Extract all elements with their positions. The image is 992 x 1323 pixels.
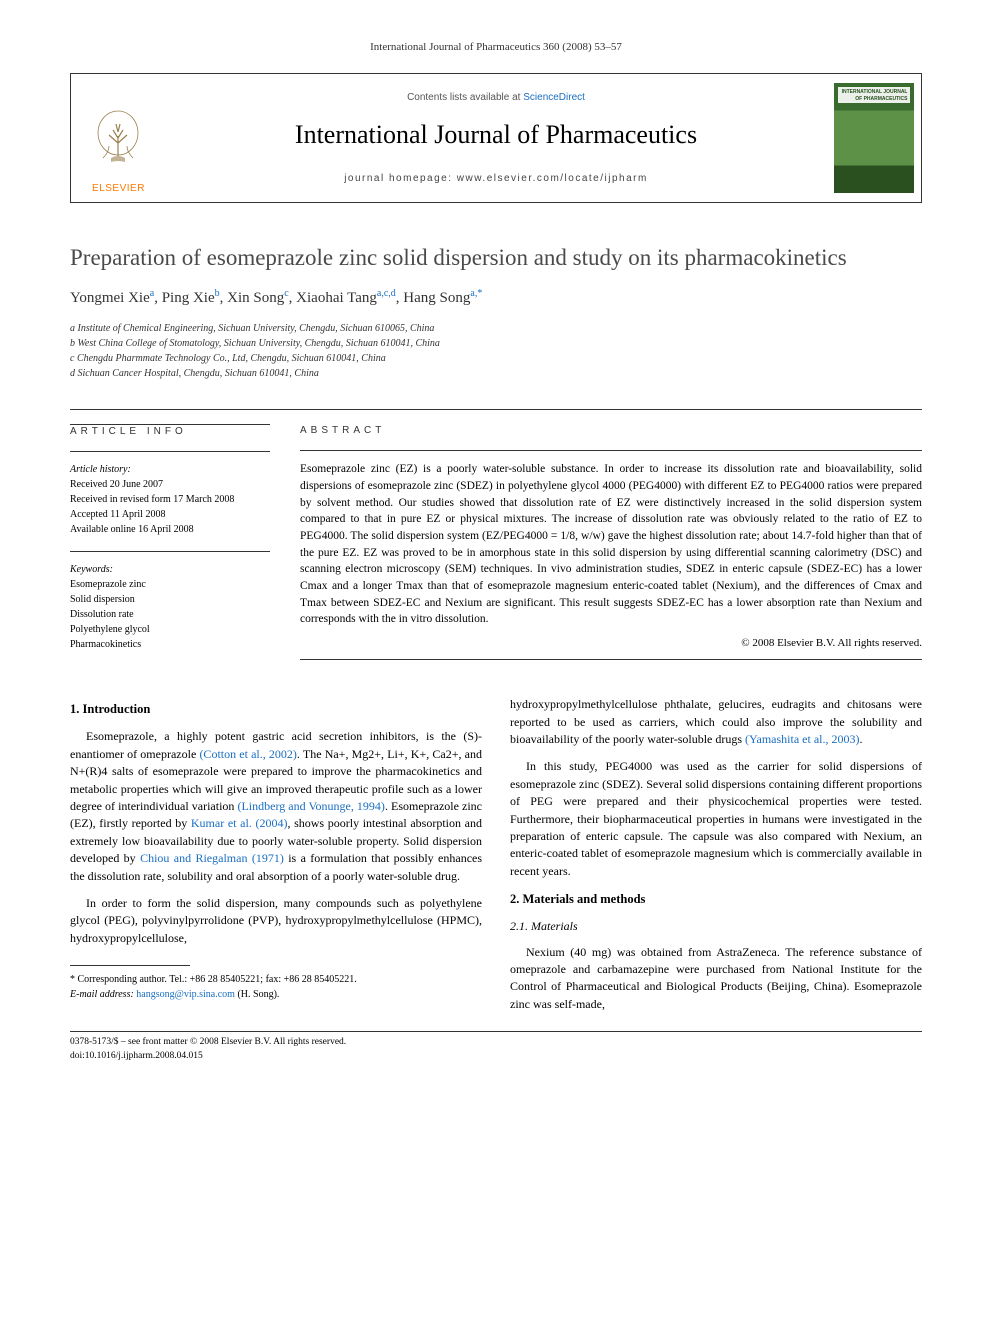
issn-copyright: 0378-5173/$ – see front matter © 2008 El…: [70, 1036, 922, 1049]
article-history: Article history: Received 20 June 2007 R…: [70, 462, 270, 537]
author: Hang Song: [403, 290, 470, 306]
divider: [70, 451, 270, 452]
history-item: Received 20 June 2007: [70, 477, 270, 492]
text-run: .: [859, 732, 862, 746]
journal-title: International Journal of Pharmaceutics: [295, 117, 697, 153]
divider: [300, 659, 922, 660]
citation-link[interactable]: (Cotton et al., 2002): [199, 747, 296, 761]
email-label: E-mail address:: [70, 989, 134, 1000]
author-aff-marker: a,*: [470, 288, 482, 299]
footnote-rule: [70, 965, 190, 966]
paragraph: Esomeprazole, a highly potent gastric ac…: [70, 728, 482, 885]
bottom-rule: [70, 1031, 922, 1032]
keyword: Polyethylene glycol: [70, 622, 270, 637]
author: Xin Song: [227, 290, 284, 306]
cover-thumbnail-cell: INTERNATIONAL JOURNAL OF PHARMACEUTICS: [826, 74, 921, 202]
subsection-heading: 2.1. Materials: [510, 918, 922, 935]
article-info-heading: ARTICLE INFO: [70, 425, 270, 439]
doi: doi:10.1016/j.ijpharm.2008.04.015: [70, 1050, 922, 1063]
cover-label: INTERNATIONAL JOURNAL OF PHARMACEUTICS: [840, 89, 908, 103]
email-link[interactable]: hangsong@vip.sina.com: [136, 989, 235, 1000]
contents-prefix: Contents lists available at: [407, 92, 523, 103]
author-aff-marker: a,c,d: [377, 288, 396, 299]
keyword: Esomeprazole zinc: [70, 577, 270, 592]
author: Yongmei Xie: [70, 290, 150, 306]
masthead-center: Contents lists available at ScienceDirec…: [166, 74, 826, 202]
legal-block: 0378-5173/$ – see front matter © 2008 El…: [70, 1036, 922, 1063]
affiliation: b West China College of Stomatology, Sic…: [70, 336, 922, 351]
keyword: Pharmacokinetics: [70, 637, 270, 652]
abstract-copyright: © 2008 Elsevier B.V. All rights reserved…: [300, 636, 922, 651]
author: Xiaohai Tang: [296, 290, 377, 306]
corresponding-author-note: * Corresponding author. Tel.: +86 28 854…: [70, 972, 482, 987]
author-aff-marker: a: [150, 288, 154, 299]
keyword: Dissolution rate: [70, 607, 270, 622]
section-heading: 2. Materials and methods: [510, 890, 922, 908]
affiliations: a Institute of Chemical Engineering, Sic…: [70, 321, 922, 381]
divider: [70, 551, 270, 552]
history-item: Accepted 11 April 2008: [70, 507, 270, 522]
footnotes: * Corresponding author. Tel.: +86 28 854…: [70, 972, 482, 1002]
paragraph: hydroxypropylmethylcellulose phthalate, …: [510, 696, 922, 748]
abstract-text: Esomeprazole zinc (EZ) is a poorly water…: [300, 461, 922, 628]
keyword: Solid dispersion: [70, 592, 270, 607]
elsevier-tree-icon: [91, 108, 146, 178]
abstract-heading: ABSTRACT: [300, 424, 922, 438]
citation-link[interactable]: Kumar et al. (2004): [191, 816, 288, 830]
affiliation: d Sichuan Cancer Hospital, Chengdu, Sich…: [70, 366, 922, 381]
right-column: hydroxypropylmethylcellulose phthalate, …: [510, 696, 922, 1023]
abstract-column: ABSTRACT Esomeprazole zinc (EZ) is a poo…: [300, 424, 922, 666]
history-label: Article history:: [70, 462, 270, 477]
keywords-block: Keywords: Esomeprazole zinc Solid disper…: [70, 562, 270, 652]
article-info-column: ARTICLE INFO Article history: Received 2…: [70, 424, 270, 666]
email-person: (H. Song).: [235, 989, 279, 1000]
citation-link[interactable]: Chiou and Riegalman (1971): [140, 851, 284, 865]
author-aff-marker: b: [215, 288, 220, 299]
contents-available-line: Contents lists available at ScienceDirec…: [407, 91, 585, 105]
history-item: Available online 16 April 2008: [70, 522, 270, 537]
publisher-logo-cell: ELSEVIER: [71, 74, 166, 202]
paragraph: In this study, PEG4000 was used as the c…: [510, 758, 922, 880]
body-two-column: 1. Introduction Esomeprazole, a highly p…: [70, 696, 922, 1023]
divider: [300, 450, 922, 451]
author-list: Yongmei Xiea, Ping Xieb, Xin Songc, Xiao…: [70, 287, 922, 309]
journal-homepage: journal homepage: www.elsevier.com/locat…: [344, 172, 648, 186]
journal-masthead: ELSEVIER Contents lists available at Sci…: [70, 73, 922, 203]
paragraph: Nexium (40 mg) was obtained from AstraZe…: [510, 944, 922, 1014]
info-abstract-row: ARTICLE INFO Article history: Received 2…: [70, 409, 922, 666]
history-item: Received in revised form 17 March 2008: [70, 492, 270, 507]
article-title: Preparation of esomeprazole zinc solid d…: [70, 243, 922, 273]
left-column: 1. Introduction Esomeprazole, a highly p…: [70, 696, 482, 1023]
section-heading: 1. Introduction: [70, 700, 482, 718]
citation-link[interactable]: (Lindberg and Vonunge, 1994): [237, 799, 384, 813]
journal-cover-thumbnail: INTERNATIONAL JOURNAL OF PHARMACEUTICS: [834, 83, 914, 193]
publisher-name: ELSEVIER: [92, 182, 145, 196]
citation-link[interactable]: (Yamashita et al., 2003): [745, 732, 859, 746]
author: Ping Xie: [162, 290, 215, 306]
sciencedirect-link[interactable]: ScienceDirect: [523, 92, 585, 103]
running-header: International Journal of Pharmaceutics 3…: [70, 40, 922, 55]
email-line: E-mail address: hangsong@vip.sina.com (H…: [70, 987, 482, 1002]
author-aff-marker: c: [284, 288, 288, 299]
paragraph: In order to form the solid dispersion, m…: [70, 895, 482, 947]
keywords-label: Keywords:: [70, 562, 270, 577]
affiliation: c Chengdu Pharmmate Technology Co., Ltd,…: [70, 351, 922, 366]
affiliation: a Institute of Chemical Engineering, Sic…: [70, 321, 922, 336]
